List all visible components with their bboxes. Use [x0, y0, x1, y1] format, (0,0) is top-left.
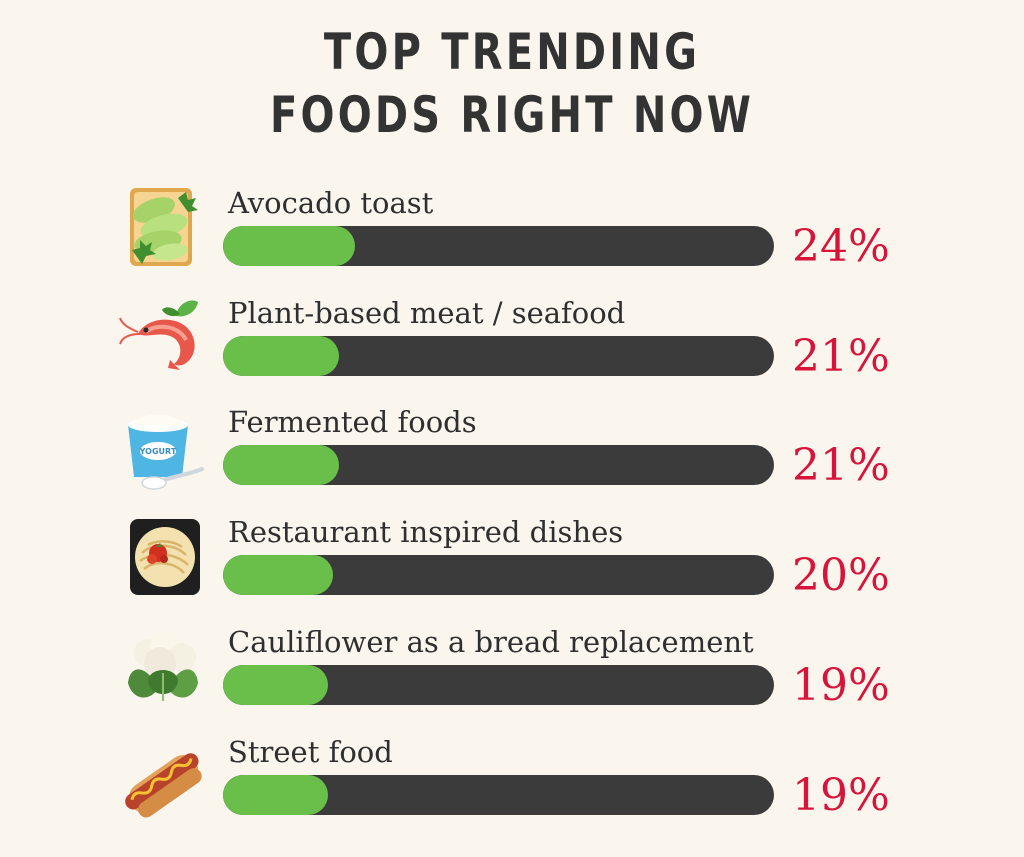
- bar-label: Restaurant inspired dishes: [228, 515, 624, 549]
- bar-value-label: 24%: [792, 221, 890, 272]
- spaghetti-icon: [130, 519, 200, 595]
- bar-value-label: 21%: [792, 331, 890, 382]
- bar-track: [223, 665, 774, 705]
- bar-track: [223, 445, 774, 485]
- bar-fill: [223, 775, 328, 815]
- title-line-2: FOODS RIGHT NOW: [269, 86, 755, 144]
- bar-fill: [223, 665, 328, 705]
- bar-row-fermented-foods: YOGURT Fermented foods 21%: [0, 403, 1024, 513]
- bar-label: Street food: [228, 735, 393, 769]
- bar-value-label: 19%: [792, 660, 890, 711]
- avocado-toast-icon: [130, 188, 198, 266]
- bar-label: Fermented foods: [228, 405, 477, 439]
- bar-fill: [223, 445, 339, 485]
- bar-row-plant-based-meat: Plant-based meat / seafood 21%: [0, 294, 1024, 404]
- shrimp-icon: [119, 300, 198, 370]
- title-line-1: TOP TRENDING: [323, 23, 701, 81]
- bar-track: [223, 775, 774, 815]
- bar-label: Cauliflower as a bread replacement: [228, 625, 754, 659]
- bar-row-street-food: Street food 19%: [0, 733, 1024, 843]
- cauliflower-icon: [128, 631, 198, 701]
- bar-label: Avocado toast: [228, 186, 434, 220]
- bar-label: Plant-based meat / seafood: [228, 296, 626, 330]
- bar-fill: [223, 555, 333, 595]
- yogurt-icon: YOGURT: [128, 414, 204, 490]
- yogurt-lid-text: YOGURT: [139, 447, 177, 456]
- bar-track: [223, 336, 774, 376]
- bar-row-avocado-toast: Avocado toast 24%: [0, 184, 1024, 294]
- hot-dog-icon: [125, 753, 202, 818]
- bar-row-restaurant-dishes: Restaurant inspired dishes 20%: [0, 513, 1024, 623]
- bar-track: [223, 226, 774, 266]
- bar-value-label: 19%: [792, 770, 890, 821]
- bar-value-label: 21%: [792, 440, 890, 491]
- bar-row-cauliflower: Cauliflower as a bread replacement 19%: [0, 623, 1024, 733]
- bar-fill: [223, 226, 355, 266]
- bar-value-label: 20%: [792, 550, 890, 601]
- bar-track: [223, 555, 774, 595]
- bar-fill: [223, 336, 339, 376]
